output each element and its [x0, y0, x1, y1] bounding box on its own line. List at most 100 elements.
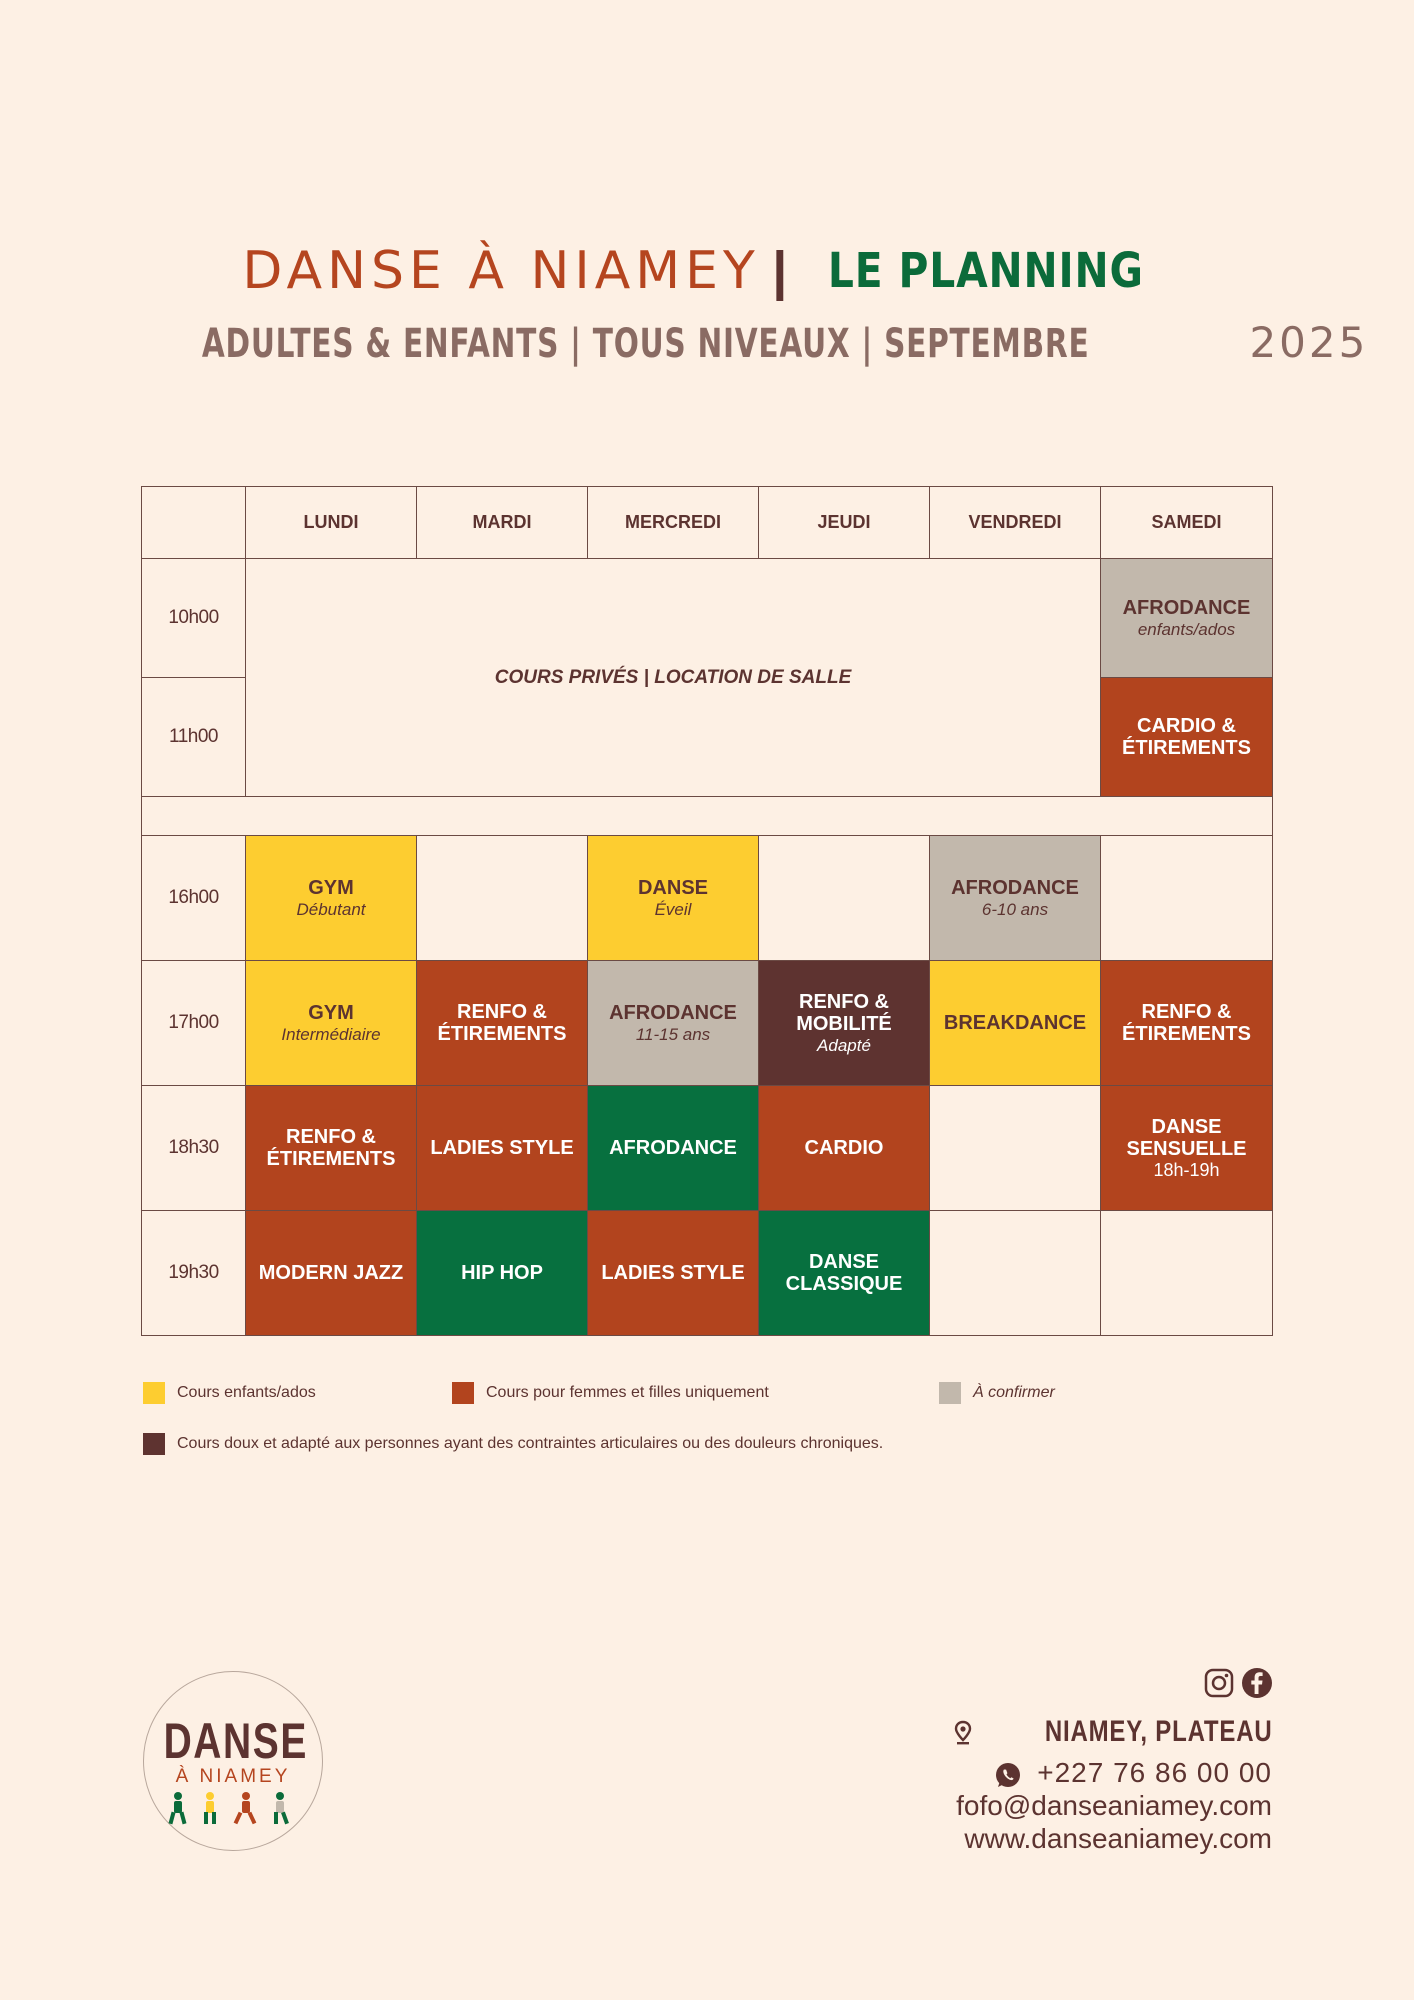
day-header: VENDREDI	[929, 486, 1101, 559]
subtitle-text: ADULTES & ENFANTS | TOUS NIVEAUX | SEPTE…	[201, 321, 1090, 367]
class-detail: 11-15 ans	[635, 1024, 711, 1044]
day-header: MARDI	[416, 486, 588, 559]
day-header: LUNDI	[245, 486, 417, 559]
facebook-icon[interactable]	[1241, 1667, 1273, 1699]
subtitle-year: 2025	[1249, 318, 1369, 367]
day-header-row: LUNDI MARDI MERCREDI JEUDI VENDREDI SAME…	[141, 486, 1273, 559]
class-name: MODERN JAZZ	[258, 1262, 404, 1284]
empty-cell	[1100, 1210, 1273, 1336]
phone-number: +227 76 86 00 00	[1037, 1757, 1272, 1788]
legend-swatch-yellow	[143, 1382, 165, 1404]
title-brand: DANSE À NIAMEY	[242, 241, 760, 301]
legend-swatch-grey	[939, 1382, 961, 1404]
class-cell: RENFO & MOBILITÉ Adapté	[758, 960, 930, 1086]
class-name: DANSE CLASSIQUE	[785, 1251, 903, 1295]
dancers-illustration	[168, 1792, 289, 1825]
time-label: 17h00	[141, 960, 246, 1086]
time-label: 16h00	[141, 835, 246, 961]
class-name: DANSE SENSUELLE	[1126, 1115, 1247, 1160]
day-header: SAMEDI	[1100, 486, 1273, 559]
class-cell: DANSE SENSUELLE 18h-19h	[1100, 1085, 1273, 1211]
class-cell: LADIES STYLE	[587, 1210, 759, 1336]
instagram-icon[interactable]	[1203, 1667, 1235, 1699]
title-planning: LE PLANNING	[827, 243, 1144, 299]
legend-swatch-brown	[143, 1433, 165, 1455]
logo-text-niamey: À NIAMEY	[175, 1766, 291, 1787]
class-detail: Adapté	[817, 1035, 871, 1055]
email[interactable]: fofo@danseaniamey.com	[956, 1790, 1272, 1821]
website[interactable]: www.danseaniamey.com	[964, 1823, 1272, 1854]
class-cell: CARDIO & ÉTIREMENTS	[1100, 677, 1273, 797]
spacer-row	[141, 796, 1273, 836]
empty-cell	[929, 1085, 1101, 1211]
corner-cell	[141, 486, 246, 559]
class-cell: LADIES STYLE	[416, 1085, 588, 1211]
class-cell: MODERN JAZZ	[245, 1210, 417, 1336]
class-name: RENFO & MOBILITÉ	[796, 990, 892, 1035]
legend-swatch-rust	[452, 1382, 474, 1404]
empty-cell	[1100, 835, 1273, 961]
page-subtitle: ADULTES & ENFANTS | TOUS NIVEAUX | SEPTE…	[0, 318, 1414, 367]
day-header: JEUDI	[758, 486, 930, 559]
legend-label: À confirmer	[973, 1384, 1055, 1401]
class-cell: GYM Intermédiaire	[245, 960, 417, 1086]
time-row-11h00: 11h00 CARDIO & ÉTIREMENTS	[141, 677, 1273, 797]
class-name: DANSE	[637, 876, 708, 899]
empty-cell	[929, 1210, 1101, 1336]
time-row-10h00: 10h00 COURS PRIVÉS | LOCATION DE SALLE A…	[141, 558, 1273, 797]
class-cell: BREAKDANCE	[929, 960, 1101, 1086]
title-separator: |	[772, 241, 788, 301]
time-row-16h00: 16h00 GYM Débutant DANSE Éveil AFRODANCE…	[141, 835, 1273, 961]
class-name: LADIES STYLE	[601, 1262, 745, 1284]
class-cell: AFRODANCE	[587, 1085, 759, 1211]
class-cell: DANSE Éveil	[587, 835, 759, 961]
location-text: NIAMEY, PLATEAU	[1044, 1715, 1272, 1748]
class-cell: CARDIO	[758, 1085, 930, 1211]
legend-label: Cours pour femmes et filles uniquement	[486, 1384, 769, 1401]
legend-item-tbc: À confirmer	[939, 1382, 1055, 1404]
class-detail: enfants/ados	[1137, 619, 1236, 639]
logo-text-danse: DANSE	[163, 1713, 308, 1769]
class-cell: DANSE CLASSIQUE	[758, 1210, 930, 1336]
time-label: 18h30	[141, 1085, 246, 1211]
legend-item-adapted: Cours doux et adapté aux personnes ayant…	[143, 1433, 883, 1455]
class-name: RENFO & ÉTIREMENTS	[1122, 1001, 1251, 1045]
class-cell: HIP HOP	[416, 1210, 588, 1336]
location-pin-icon	[954, 1720, 972, 1745]
class-detail: 6-10 ans	[981, 899, 1049, 919]
legend-item-women: Cours pour femmes et filles uniquement	[452, 1382, 769, 1404]
time-label: 10h00	[141, 558, 246, 678]
phone: +227 76 86 00 00	[994, 1757, 1272, 1789]
legend-label: Cours enfants/ados	[177, 1384, 316, 1401]
whatsapp-icon	[996, 1762, 1021, 1787]
time-row-17h00: 17h00 GYM Intermédiaire RENFO & ÉTIREMEN…	[141, 960, 1273, 1086]
class-detail: Intermédiaire	[281, 1024, 381, 1044]
class-cell: RENFO & ÉTIREMENTS	[416, 960, 588, 1086]
class-name: CARDIO & ÉTIREMENTS	[1122, 715, 1251, 759]
brand-logo: DANSE À NIAMEY	[143, 1671, 323, 1851]
schedule-table: LUNDI MARDI MERCREDI JEUDI VENDREDI SAME…	[141, 486, 1273, 1336]
class-cell: RENFO & ÉTIREMENTS	[1100, 960, 1273, 1086]
class-name: RENFO & ÉTIREMENTS	[437, 1001, 567, 1045]
time-label: 19h30	[141, 1210, 246, 1336]
time-label: 11h00	[141, 677, 246, 797]
time-row-19h30: 19h30 MODERN JAZZ HIP HOP LADIES STYLE D…	[141, 1210, 1273, 1336]
empty-cell	[416, 835, 588, 961]
class-name: RENFO & ÉTIREMENTS	[266, 1126, 396, 1170]
class-name: HIP HOP	[461, 1262, 543, 1284]
private-courses-cell: COURS PRIVÉS | LOCATION DE SALLE	[245, 558, 1101, 797]
private-courses-label: COURS PRIVÉS | LOCATION DE SALLE	[494, 666, 852, 688]
empty-cell	[758, 835, 930, 961]
social-icons	[1203, 1667, 1273, 1699]
class-name: AFRODANCE	[609, 1137, 737, 1159]
class-name: GYM	[308, 1001, 354, 1024]
class-cell: RENFO & ÉTIREMENTS	[245, 1085, 417, 1211]
legend-item-kids: Cours enfants/ados	[143, 1382, 316, 1404]
class-name: AFRODANCE	[951, 876, 1079, 899]
page-title: DANSE À NIAMEY | LE PLANNING	[0, 240, 1414, 302]
class-name: AFRODANCE	[1122, 596, 1251, 619]
class-name: BREAKDANCE	[943, 1012, 1087, 1034]
location: NIAMEY, PLATEAU	[954, 1715, 1272, 1749]
class-detail: Éveil	[654, 899, 692, 919]
class-name: AFRODANCE	[609, 1001, 737, 1024]
